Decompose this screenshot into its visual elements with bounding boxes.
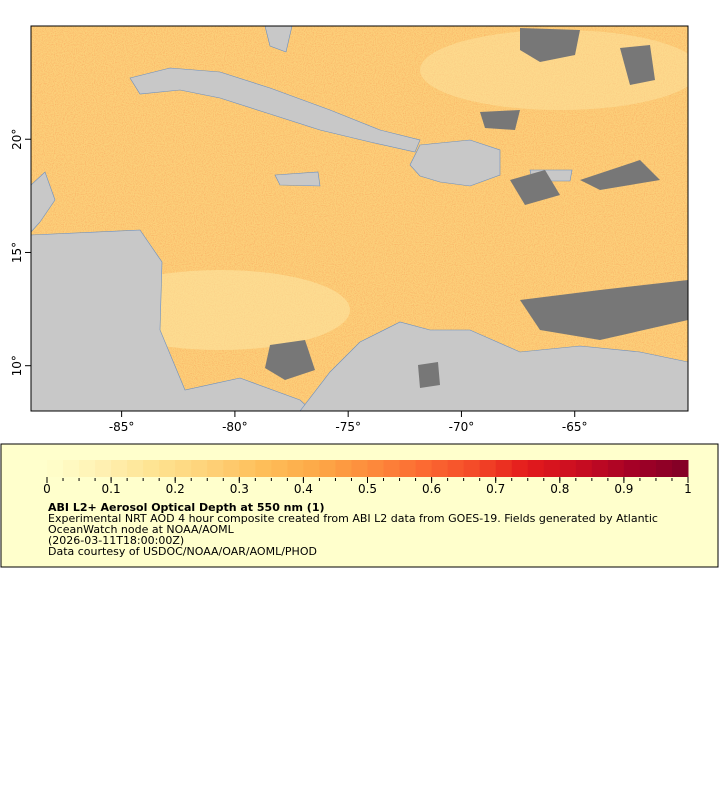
colorbar-step xyxy=(127,460,144,477)
colorbar-step xyxy=(63,460,80,477)
colorbar-step xyxy=(431,460,449,477)
colorbar-step xyxy=(447,460,465,477)
map-image xyxy=(31,26,688,411)
colorbar-step xyxy=(143,460,160,477)
y-tick-label: 20° xyxy=(10,129,24,150)
colorbar-step xyxy=(479,460,497,477)
colorbar-step xyxy=(399,460,417,477)
colorbar-step xyxy=(223,460,240,477)
colorbar-step xyxy=(383,460,401,477)
colorbar-step xyxy=(335,460,352,477)
colorbar-tick-label: 0.4 xyxy=(294,482,313,496)
colorbar-step xyxy=(527,460,545,477)
colorbar-tick-label: 0.9 xyxy=(614,482,633,496)
colorbar-step xyxy=(111,460,128,477)
colorbar-tick-label: 1 xyxy=(684,482,692,496)
x-tick-label: -70° xyxy=(449,420,475,434)
colorbar-step xyxy=(271,460,288,477)
colorbar-step xyxy=(47,460,64,477)
x-tick-label: -80° xyxy=(222,420,248,434)
colorbar-tick-label: 0.7 xyxy=(486,482,505,496)
colorbar: 0 0.1 0.2 0.3 0.4 0.5 0.6 0.7 0.8 0.9 1 xyxy=(43,460,692,496)
x-tick-label: -85° xyxy=(109,420,135,434)
colorbar-tick-label: 0.1 xyxy=(102,482,121,496)
legend-line: (2026-03-11T18:00:00Z) xyxy=(48,534,184,547)
colorbar-step xyxy=(639,460,657,477)
colorbar-tick-label: 0.8 xyxy=(550,482,569,496)
colorbar-step xyxy=(175,460,192,477)
colorbar-step xyxy=(303,460,320,477)
legend-line: OceanWatch node at NOAA/AOML xyxy=(48,523,235,536)
colorbar-step xyxy=(191,460,208,477)
y-tick-label: 15° xyxy=(10,242,24,263)
colorbar-step xyxy=(559,460,577,477)
colorbar-step xyxy=(415,460,433,477)
colorbar-step xyxy=(463,460,481,477)
legend-title: ABI L2+ Aerosol Optical Depth at 550 nm … xyxy=(48,501,325,514)
map-frame xyxy=(30,25,689,412)
colorbar-step xyxy=(543,460,561,477)
colorbar-tick-label: 0.6 xyxy=(422,482,441,496)
colorbar-step xyxy=(655,460,673,477)
colorbar-tick-label: 0 xyxy=(43,482,51,496)
colorbar-step xyxy=(367,460,385,477)
colorbar-step xyxy=(287,460,304,477)
colorbar-step xyxy=(239,460,256,477)
colorbar-step xyxy=(207,460,224,477)
colorbar-tick-label: 0.5 xyxy=(358,482,377,496)
colorbar-tick-label: 0.3 xyxy=(230,482,249,496)
colorbar-step xyxy=(591,460,609,477)
colorbar-step xyxy=(575,460,593,477)
colorbar-step xyxy=(495,460,513,477)
x-tick-label: -75° xyxy=(335,420,361,434)
colorbar-step xyxy=(159,460,176,477)
colorbar-step xyxy=(255,460,272,477)
legend-line: Data courtesy of USDOC/NOAA/OAR/AOML/PHO… xyxy=(48,545,317,558)
y-tick-label: 10° xyxy=(10,355,24,376)
colorbar-step xyxy=(79,460,96,477)
colorbar-step xyxy=(351,460,368,477)
colorbar-step xyxy=(95,460,112,477)
x-tick-label: -65° xyxy=(562,420,588,434)
legend-line: Experimental NRT AOD 4 hour composite cr… xyxy=(48,512,658,525)
colorbar-step xyxy=(607,460,625,477)
colorbar-step xyxy=(319,460,336,477)
colorbar-step xyxy=(671,460,689,477)
colorbar-step xyxy=(623,460,641,477)
colorbar-step xyxy=(511,460,529,477)
colorbar-tick-label: 0.2 xyxy=(166,482,185,496)
